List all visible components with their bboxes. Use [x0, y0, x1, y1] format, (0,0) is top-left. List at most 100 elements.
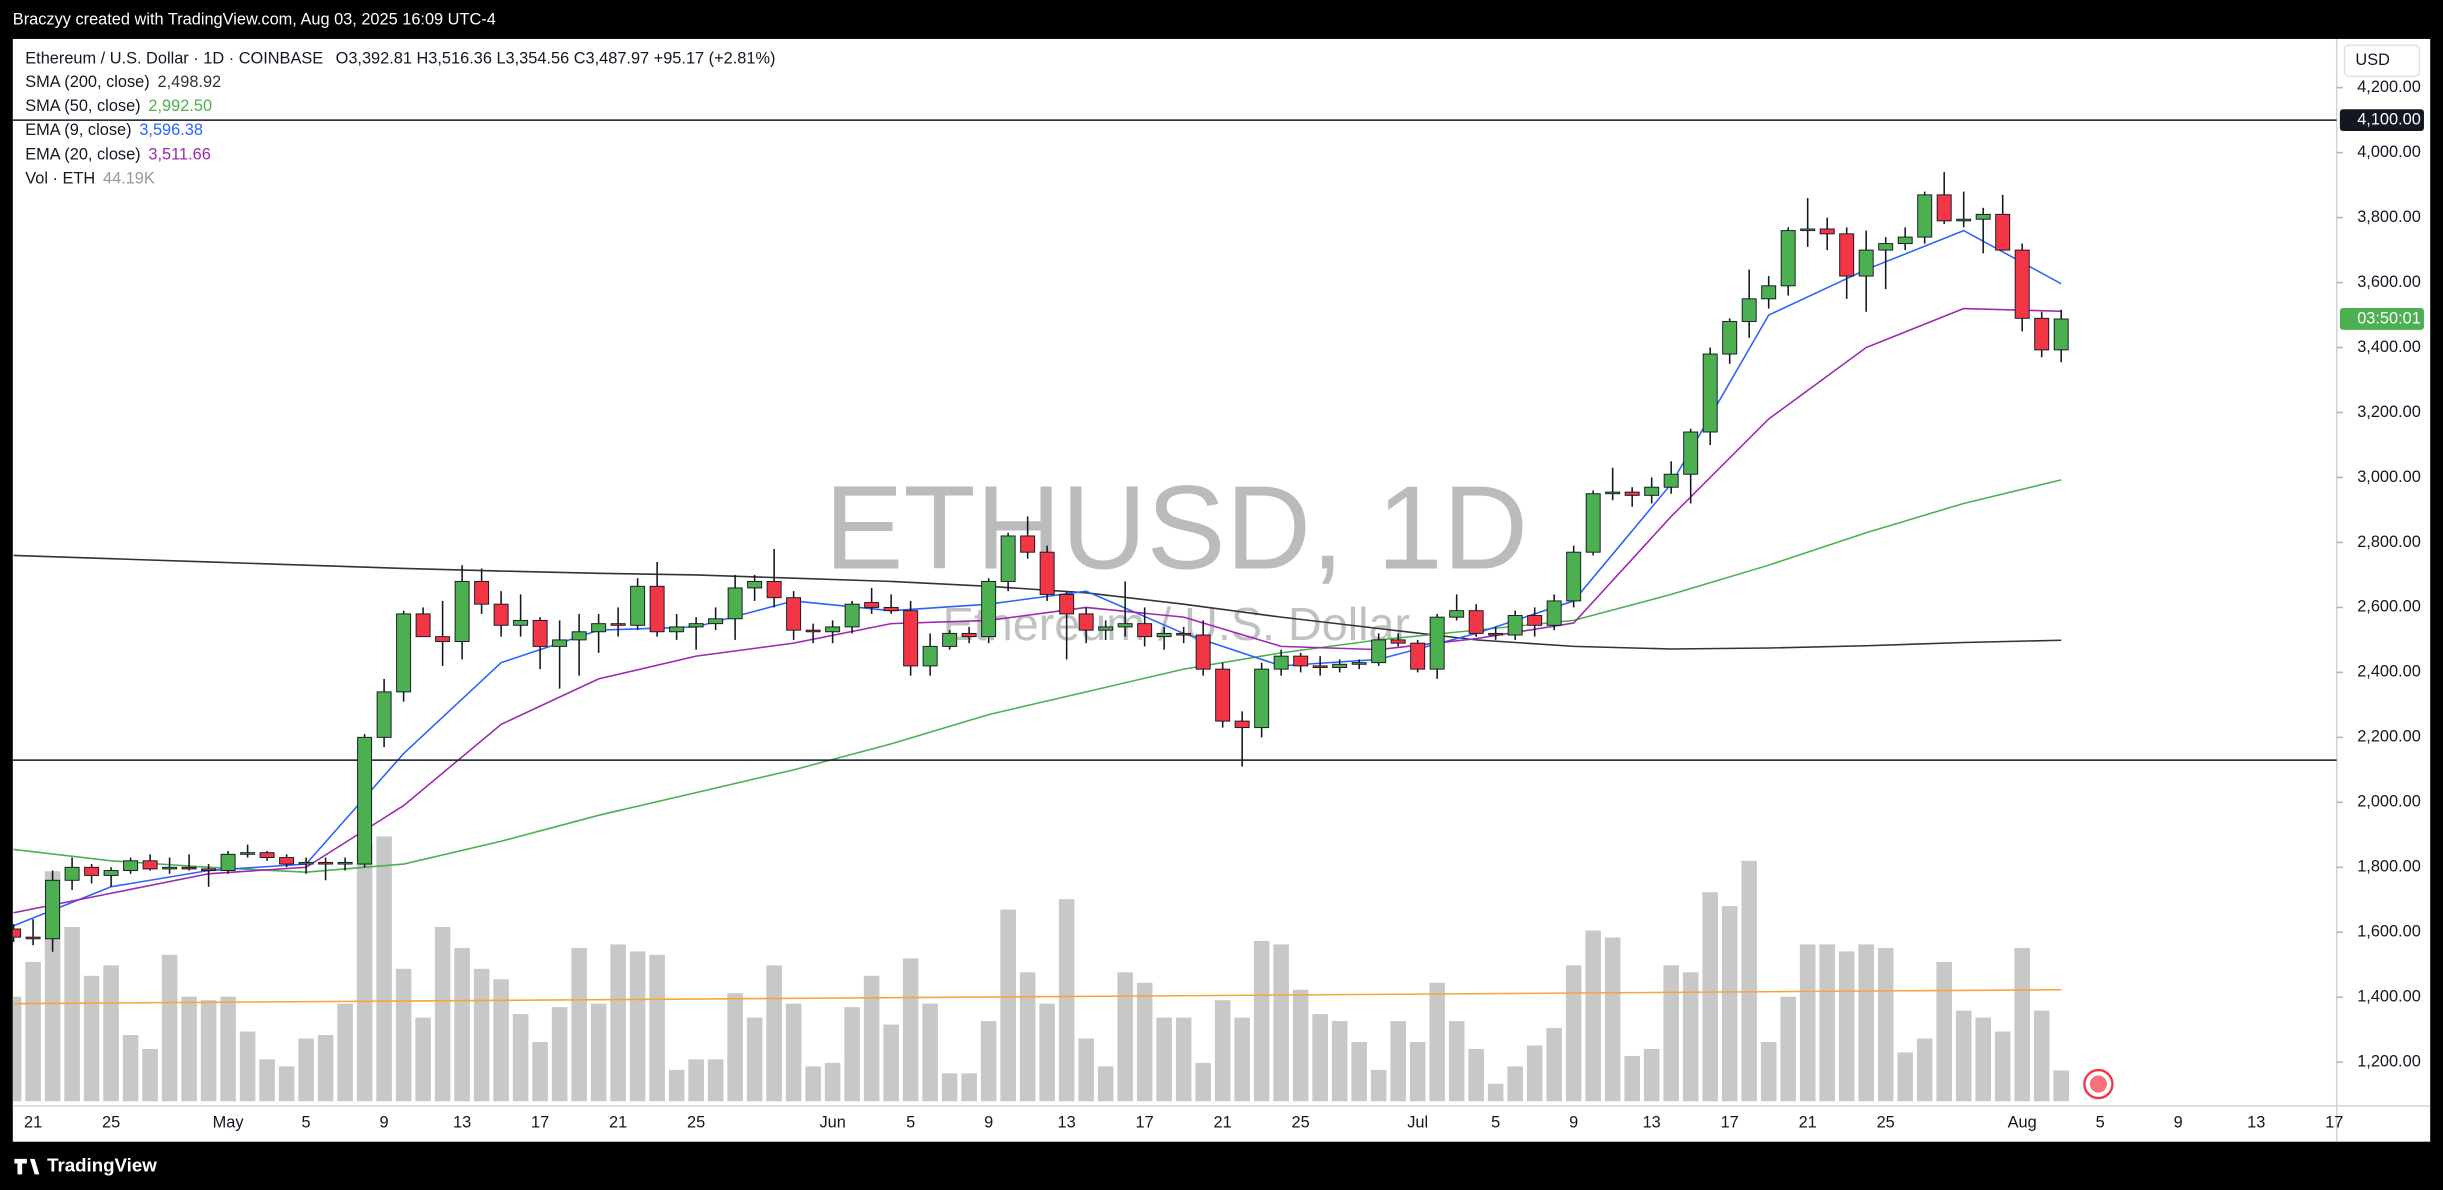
- symbol-line: Ethereum / U.S. Dollar · 1D · COINBASE: [25, 50, 323, 68]
- volume-bar: [1702, 892, 1718, 1102]
- x-tick-label: 9: [984, 1113, 993, 1131]
- candle-body: [12, 928, 22, 938]
- candle-body: [1488, 632, 1504, 636]
- x-tick-label: 13: [1058, 1113, 1076, 1131]
- candle-body: [337, 861, 353, 865]
- y-tick-label: 2,200.00: [2357, 728, 2421, 746]
- axes: 1,200.00 1,400.00 1,600.00 1,800.00 2,000.00…: [24, 78, 2424, 1131]
- volume-bar: [1039, 1003, 1055, 1102]
- candle-body: [1156, 632, 1172, 638]
- volume-bar: [980, 1021, 997, 1102]
- candle-body: [1722, 321, 1738, 355]
- candle-body: [259, 852, 275, 859]
- candle-body: [318, 861, 334, 865]
- x-tick-label: Jun: [819, 1113, 845, 1131]
- volume-bar: [1760, 1041, 1777, 1102]
- volume-bar: [278, 1066, 295, 1102]
- candle-body: [708, 618, 724, 625]
- candle-body: [1098, 626, 1114, 631]
- candle-body: [279, 857, 295, 865]
- candle-body: [181, 866, 197, 870]
- volume-bar: [551, 1007, 568, 1102]
- volume-bar: [1643, 1048, 1660, 1102]
- y-tick-label: 2,400.00: [2357, 663, 2421, 681]
- candle-body: [1195, 634, 1211, 670]
- legend-value: 2,498.92: [158, 73, 222, 91]
- volume-bar: [1916, 1038, 1933, 1102]
- ma-line: [13, 554, 2062, 650]
- candle-body: [766, 580, 782, 599]
- legend-name: EMA (20, close): [25, 145, 140, 163]
- volume-bar: [805, 1066, 821, 1102]
- volume-bar: [1624, 1055, 1640, 1102]
- volume-bar: [707, 1059, 724, 1102]
- candle-body: [1351, 662, 1367, 665]
- volume-bar: [1234, 1017, 1250, 1102]
- volume-bar: [1312, 1014, 1328, 1102]
- footer-logo-icon: [14, 1158, 40, 1175]
- candle-body: [649, 585, 665, 633]
- candle-body: [1020, 535, 1036, 553]
- x-tick-label: 17: [531, 1113, 549, 1131]
- candle-body: [1663, 473, 1679, 488]
- volume-bar: [1331, 1021, 1348, 1102]
- volume-bar: [1468, 1048, 1484, 1102]
- y-tick-label: 3,400.00: [2357, 338, 2421, 356]
- candle-body: [2053, 318, 2069, 351]
- currency-box[interactable]: [2343, 44, 2421, 78]
- candle-body: [591, 623, 607, 633]
- candle-body: [357, 736, 373, 865]
- volume-bar: [688, 1059, 704, 1102]
- candle-body: [45, 879, 61, 940]
- candle-body: [552, 639, 568, 647]
- candle-body: [103, 870, 119, 876]
- volume-bar: [844, 1007, 860, 1102]
- volume-bar: [1370, 1069, 1387, 1102]
- candle-body: [474, 580, 490, 605]
- volume-bar: [1663, 965, 1679, 1102]
- volume-bar: [122, 1035, 139, 1102]
- volume-bar: [1526, 1045, 1543, 1102]
- volume-bar: [1877, 947, 1894, 1102]
- candle-body: [688, 623, 704, 628]
- candle-body: [1000, 535, 1016, 582]
- candle-body: [532, 619, 548, 647]
- volume-bar: [649, 954, 665, 1102]
- x-tick-label: 5: [2096, 1113, 2105, 1131]
- volume-bar: [317, 1035, 334, 1102]
- candle-body: [513, 619, 529, 626]
- volume-bar: [1292, 989, 1309, 1102]
- volume-bar: [1487, 1083, 1504, 1102]
- volume-bar: [1273, 944, 1289, 1102]
- candle-body: [162, 866, 178, 870]
- candle-body: [84, 866, 100, 876]
- candle-body: [1566, 551, 1582, 602]
- candle-body: [298, 861, 314, 865]
- volume-bar: [434, 927, 451, 1102]
- volume-bar: [1253, 940, 1270, 1102]
- volume-bar: [1858, 944, 1874, 1102]
- volume-bar: [454, 947, 470, 1102]
- volume-bar: [103, 965, 119, 1102]
- candle-body: [123, 860, 139, 872]
- candle-body: [1546, 600, 1562, 626]
- candle-body: [805, 629, 821, 633]
- candle-body: [1312, 665, 1328, 668]
- candle-body: [1371, 639, 1387, 664]
- x-tick-label: 21: [609, 1113, 627, 1131]
- candle-body: [883, 606, 899, 612]
- candle-body: [1527, 615, 1543, 626]
- x-tick-label: 25: [102, 1113, 120, 1131]
- volume-bar: [395, 968, 412, 1102]
- volume-bar: [1721, 906, 1738, 1102]
- volume-bar: [1214, 1000, 1231, 1102]
- candle-body: [1585, 493, 1601, 553]
- candle-body: [1429, 616, 1445, 670]
- y-tick-label: 1,600.00: [2357, 923, 2421, 941]
- volume-bar: [532, 1041, 548, 1102]
- candle-body: [1741, 298, 1757, 323]
- currency-label[interactable]: USD: [2355, 51, 2390, 69]
- candle-body: [1917, 194, 1933, 238]
- volume-bar: [12, 996, 22, 1102]
- hline-price-box: [2339, 109, 2424, 132]
